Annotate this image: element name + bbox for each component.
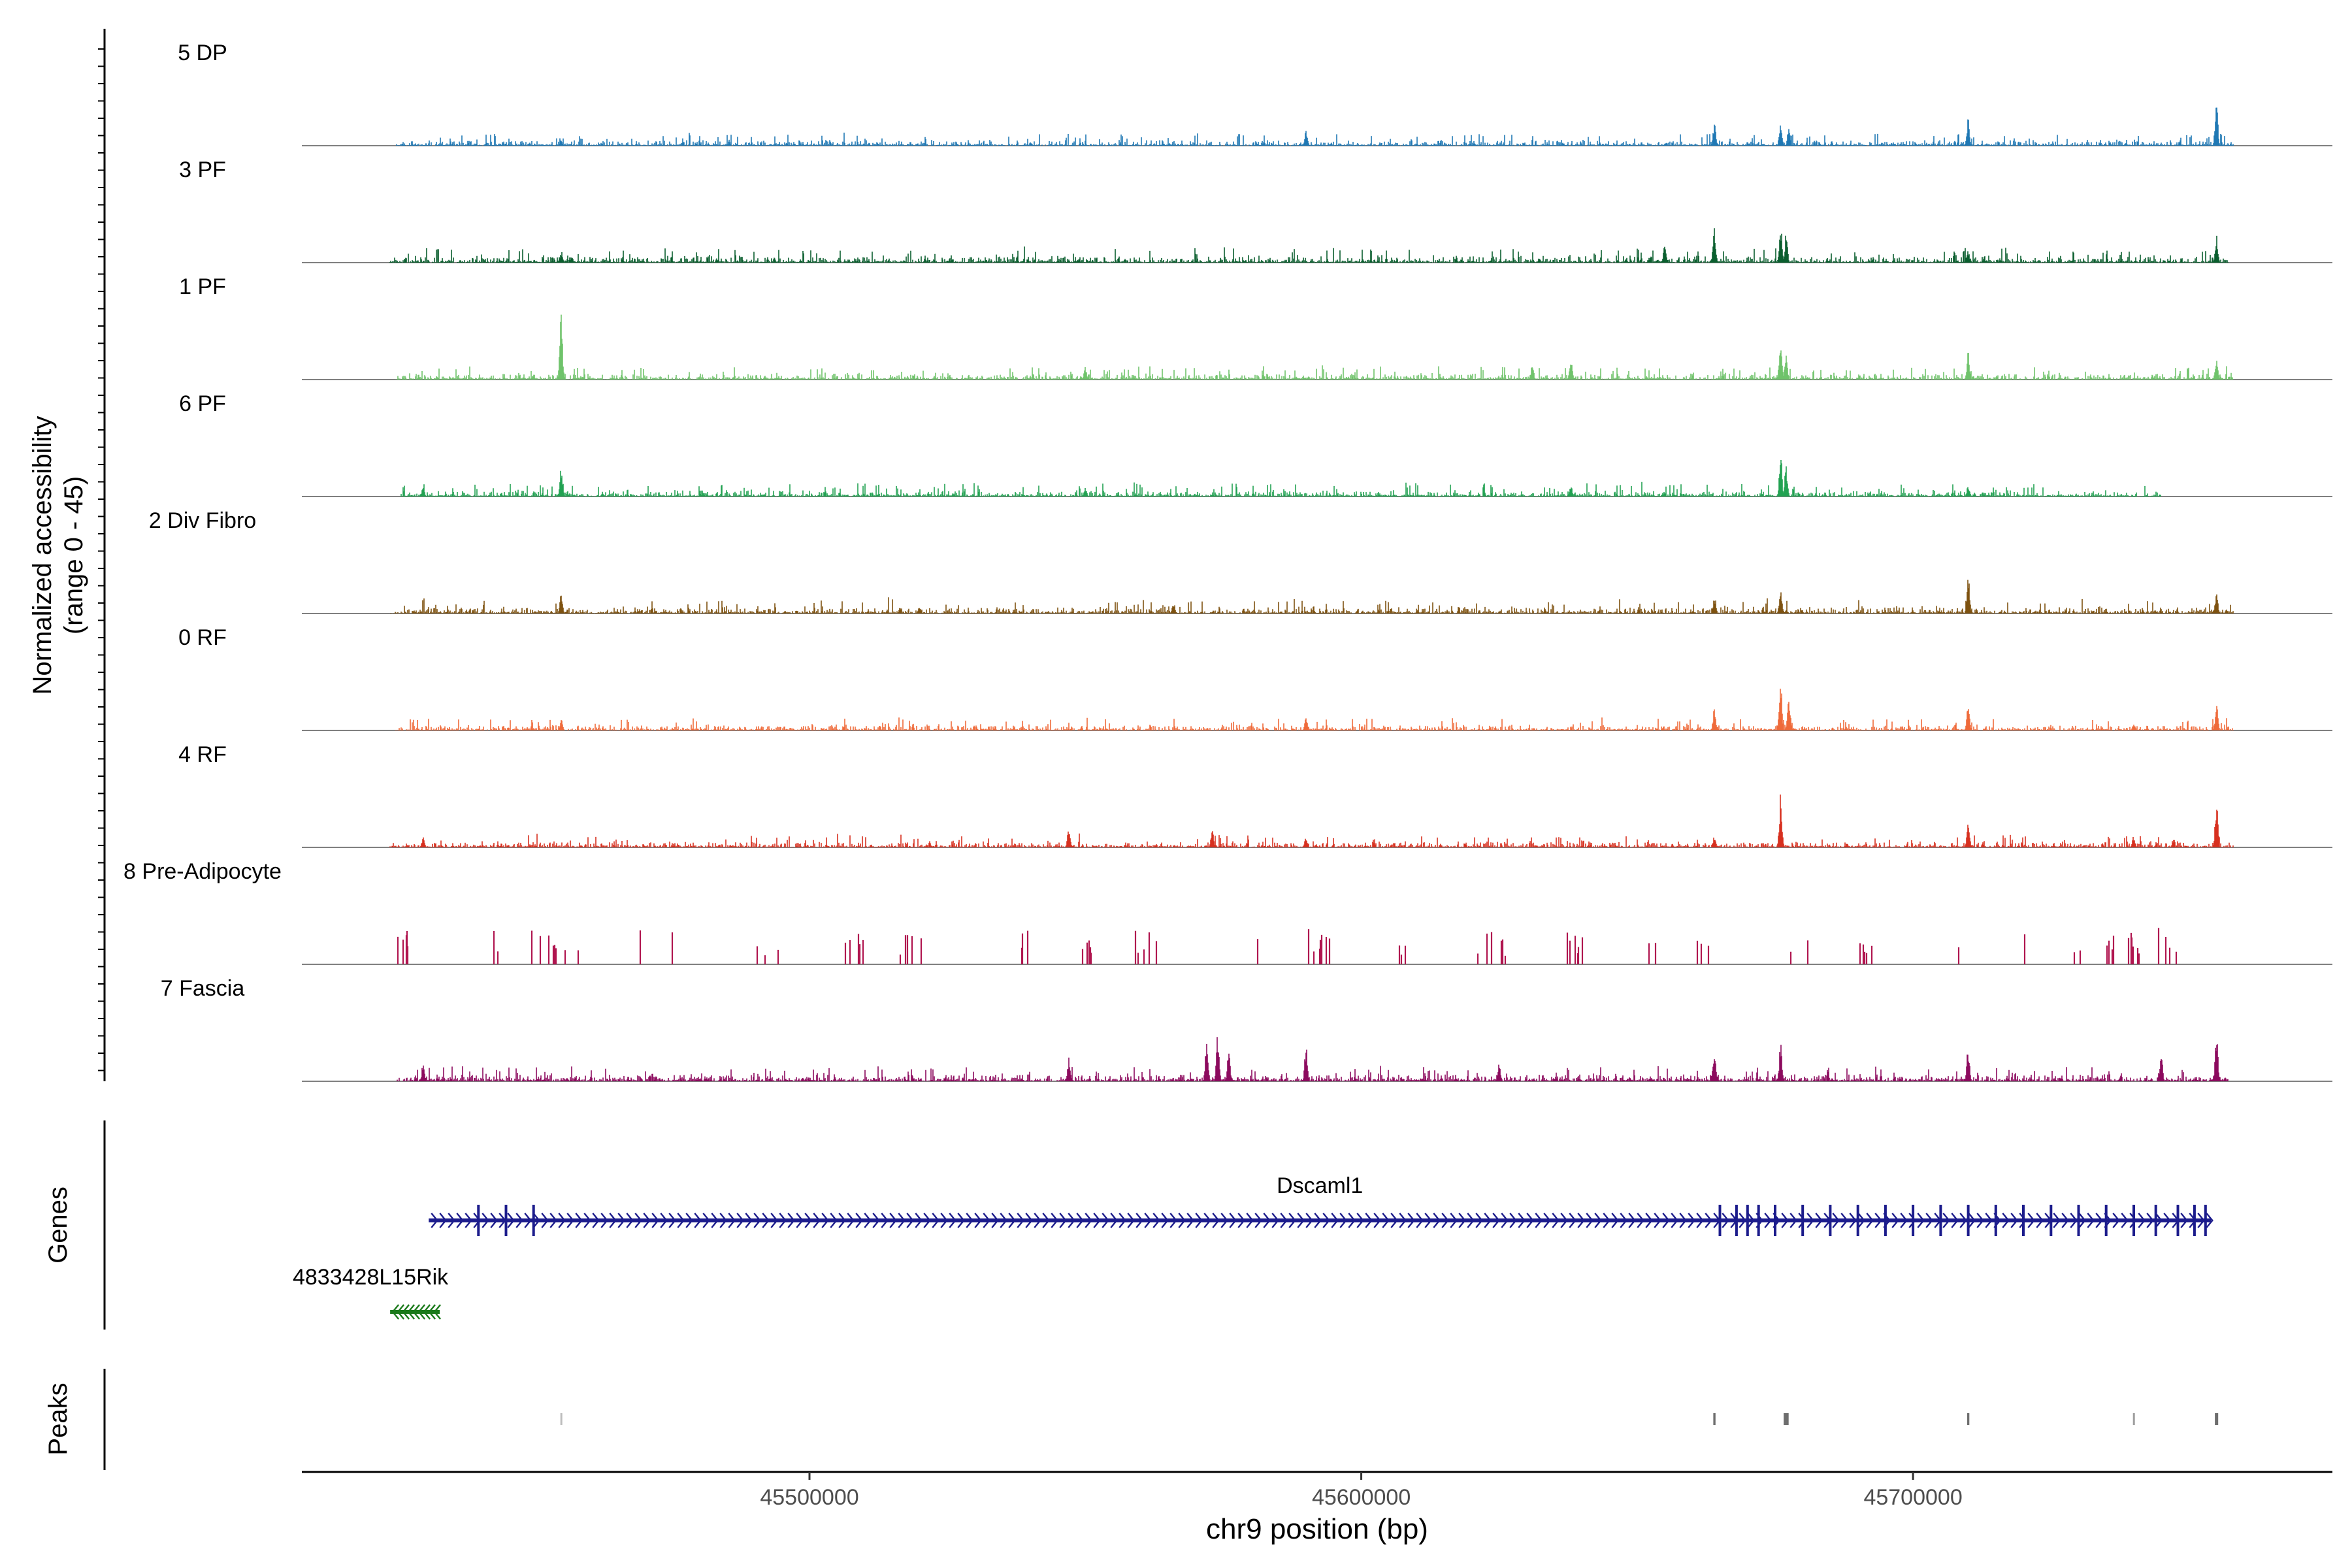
gene-exon xyxy=(1746,1205,1749,1236)
coverage-tracks: 5 DP 3 PF 1 PF 6 PF 2 Div Fibro 0 RF 4 RF 8 Pre… xyxy=(123,41,2332,1082)
track-4-rf: 4 RF xyxy=(178,742,2332,848)
gene-exon xyxy=(1967,1205,1970,1236)
track-7-fascia: 7 Fascia xyxy=(161,976,2332,1082)
peak-mark xyxy=(1784,1413,1789,1425)
x-tick-label: 45600000 xyxy=(1312,1485,1411,1510)
track-label: 4 RF xyxy=(178,742,227,767)
gene-exon xyxy=(2132,1205,2135,1236)
gene-exon xyxy=(477,1205,480,1236)
coverage-signal xyxy=(389,228,2229,263)
coverage-signal xyxy=(395,314,2234,380)
gene-annotations: Dscaml1 4833428L15Rik xyxy=(293,1173,2213,1320)
gene-exon xyxy=(1856,1205,1859,1236)
x-axis-label: chr9 position (bp) xyxy=(1206,1513,1428,1545)
track-label: 6 PF xyxy=(179,391,226,416)
x-axis-ticks: 45500000 45600000 45700000 xyxy=(760,1472,1963,1510)
peak-mark xyxy=(1713,1413,1716,1425)
gene-exon xyxy=(1912,1205,1915,1236)
genes-panel-label: Genes xyxy=(44,1186,73,1264)
gene-exon xyxy=(1735,1205,1738,1236)
x-tick-label: 45700000 xyxy=(1863,1485,1962,1510)
gene-4833428l15rik: 4833428L15Rik xyxy=(293,1265,449,1320)
gene-exon xyxy=(1939,1205,1942,1236)
y-axis-label-line1: Normalized accessibility xyxy=(28,416,57,695)
track-label: 2 Div Fibro xyxy=(149,508,256,533)
accessibility-y-ticks xyxy=(98,48,105,1071)
coverage-signal xyxy=(389,794,2234,847)
coverage-signal xyxy=(390,580,2234,613)
gene-exon xyxy=(1757,1205,1760,1236)
x-tick-label: 45500000 xyxy=(760,1485,858,1510)
gene-exon xyxy=(1829,1205,1832,1236)
coverage-signal xyxy=(397,928,2178,964)
gene-exon xyxy=(2077,1205,2080,1236)
gene-label: 4833428L15Rik xyxy=(293,1265,449,1290)
coverage-signal xyxy=(397,1037,2229,1081)
gene-exon xyxy=(1801,1205,1805,1236)
track-label: 3 PF xyxy=(179,157,226,182)
peak-mark xyxy=(2215,1413,2219,1425)
track-5-dp: 5 DP xyxy=(178,41,2332,146)
gene-exon xyxy=(2193,1205,2196,1236)
peak-mark xyxy=(1967,1413,1970,1425)
track-label: 7 Fascia xyxy=(161,976,245,1001)
coverage-signal xyxy=(400,460,2161,497)
peak-mark xyxy=(2132,1413,2135,1425)
gene-strand-arrows xyxy=(391,1304,442,1320)
track-3-pf: 3 PF xyxy=(179,157,2332,263)
track-label: 8 Pre-Adipocyte xyxy=(123,859,282,884)
gene-exon xyxy=(2050,1205,2053,1236)
track-label: 1 PF xyxy=(179,274,226,299)
gene-label: Dscaml1 xyxy=(1277,1173,1363,1198)
track-0-rf: 0 RF xyxy=(178,625,2332,731)
track-8-pre-adipocyte: 8 Pre-Adipocyte xyxy=(123,859,2332,965)
gene-exon xyxy=(2154,1205,2157,1236)
gene-exon xyxy=(1884,1205,1887,1236)
gene-exon xyxy=(2022,1205,2025,1236)
gene-exon xyxy=(2104,1205,2108,1236)
coverage-signal xyxy=(395,689,2234,730)
gene-exon xyxy=(1718,1205,1722,1236)
gene-exon xyxy=(532,1205,535,1236)
gene-exon xyxy=(504,1205,508,1236)
gene-exon xyxy=(2176,1205,2180,1236)
peaks-panel-label: Peaks xyxy=(44,1382,73,1455)
coverage-signal xyxy=(396,107,2234,146)
peak-mark xyxy=(560,1413,563,1425)
gene-exon xyxy=(1774,1205,1776,1236)
track-6-pf: 6 PF xyxy=(179,391,2332,497)
track-2-div-fibro: 2 Div Fibro xyxy=(149,508,2332,614)
track-label: 5 DP xyxy=(178,41,227,65)
gene-dscaml1: Dscaml1 xyxy=(429,1173,2213,1236)
track-1-pf: 1 PF xyxy=(179,274,2332,380)
y-axis-label-line2: (range 0 - 45) xyxy=(59,476,88,634)
gene-strand-arrows xyxy=(431,1213,2213,1228)
gene-exon xyxy=(2204,1205,2207,1236)
peak-marks xyxy=(560,1413,2219,1425)
gene-exon xyxy=(1994,1205,1997,1236)
track-label: 0 RF xyxy=(178,625,227,650)
